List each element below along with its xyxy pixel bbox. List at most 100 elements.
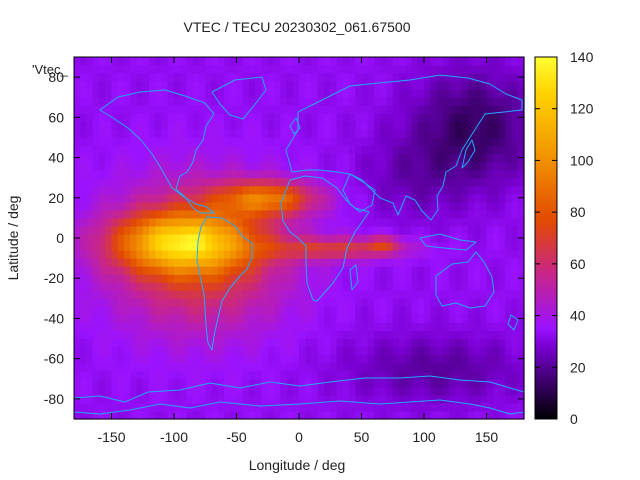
- heatmap-cell: [305, 298, 313, 307]
- heatmap-cell: [380, 410, 388, 420]
- heatmap-cell: [230, 274, 238, 283]
- heatmap-cell: [186, 250, 194, 259]
- heatmap-cell: [499, 322, 506, 332]
- heatmap-cell: [186, 161, 194, 171]
- heatmap-cell: [305, 266, 313, 275]
- heatmap-cell: [117, 225, 125, 235]
- heatmap-cell: [424, 129, 431, 139]
- heatmap-cell: [99, 193, 106, 203]
- heatmap-cell: [267, 362, 275, 372]
- heatmap-cell: [511, 129, 519, 139]
- heatmap-cell: [130, 386, 138, 396]
- heatmap-cell: [142, 290, 150, 299]
- heatmap-cell: [267, 73, 275, 82]
- heatmap-cell: [355, 137, 363, 147]
- heatmap-cell: [480, 370, 488, 380]
- heatmap-cell: [117, 330, 125, 340]
- heatmap-cell: [311, 258, 319, 267]
- heatmap-cell: [80, 169, 88, 179]
- heatmap-cell: [386, 258, 394, 267]
- heatmap-cell: [342, 81, 350, 90]
- heatmap-cell: [167, 129, 175, 139]
- heatmap-cell: [330, 209, 338, 219]
- heatmap-cell: [480, 113, 488, 122]
- heatmap-cell: [86, 185, 94, 195]
- heatmap-cell: [149, 346, 156, 356]
- heatmap-cell: [436, 250, 444, 259]
- heatmap-cell: [305, 225, 313, 235]
- heatmap-cell: [405, 386, 413, 396]
- heatmap-cell: [342, 201, 350, 211]
- heatmap-cell: [511, 378, 519, 388]
- heatmap-cell: [192, 65, 200, 74]
- heatmap-cell: [355, 225, 363, 235]
- heatmap-cell: [336, 242, 344, 251]
- heatmap-cell: [324, 258, 331, 267]
- heatmap-cell: [124, 314, 131, 324]
- heatmap-cell: [374, 306, 381, 316]
- heatmap-cell: [361, 193, 369, 203]
- heatmap-cell: [311, 161, 319, 171]
- heatmap-cell: [480, 177, 488, 187]
- heatmap-cell: [186, 121, 194, 130]
- heatmap-cell: [211, 362, 219, 372]
- heatmap-cell: [274, 121, 281, 130]
- heatmap-cell: [505, 250, 513, 259]
- heatmap-cell: [274, 129, 281, 139]
- heatmap-cell: [499, 153, 506, 163]
- heatmap-cell: [286, 378, 294, 388]
- heatmap-cell: [174, 282, 181, 291]
- heatmap-cell: [111, 378, 119, 388]
- heatmap-cell: [430, 201, 438, 211]
- heatmap-cell: [461, 129, 469, 139]
- heatmap-cell: [442, 57, 450, 66]
- heatmap-cell: [486, 129, 494, 139]
- heatmap-cell: [211, 169, 219, 179]
- heatmap-cell: [267, 274, 275, 283]
- heatmap-cell: [74, 169, 81, 179]
- heatmap-cell: [199, 57, 206, 66]
- heatmap-cell: [242, 209, 250, 219]
- heatmap-cell: [355, 177, 363, 187]
- heatmap-cell: [261, 290, 269, 299]
- heatmap-cell: [499, 161, 506, 171]
- heatmap-cell: [486, 250, 494, 259]
- heatmap-cell: [99, 161, 106, 171]
- heatmap-cell: [436, 121, 444, 130]
- heatmap-cell: [417, 282, 425, 291]
- heatmap-cell: [311, 217, 319, 227]
- heatmap-cell: [105, 370, 113, 380]
- heatmap-cell: [92, 121, 100, 130]
- heatmap-cell: [305, 209, 313, 219]
- heatmap-cell: [442, 129, 450, 139]
- heatmap-cell: [492, 153, 500, 163]
- heatmap-cell: [317, 258, 325, 267]
- heatmap-cell: [511, 225, 519, 235]
- heatmap-cell: [480, 354, 488, 364]
- heatmap-cell: [230, 394, 238, 404]
- heatmap-cell: [142, 137, 150, 147]
- heatmap-cell: [336, 97, 344, 106]
- heatmap-cell: [449, 57, 456, 66]
- heatmap-cell: [174, 57, 181, 66]
- heatmap-cell: [511, 354, 519, 364]
- heatmap-cell: [336, 362, 344, 372]
- heatmap-cell: [299, 73, 306, 82]
- heatmap-cell: [155, 145, 163, 155]
- heatmap-cell: [286, 137, 294, 147]
- heatmap-cell: [405, 354, 413, 364]
- heatmap-cell: [80, 330, 88, 340]
- heatmap-cell: [286, 201, 294, 211]
- heatmap-cell: [205, 81, 213, 90]
- heatmap-cell: [311, 330, 319, 340]
- heatmap-cell: [374, 410, 381, 420]
- heatmap-cell: [92, 201, 100, 211]
- heatmap-cell: [292, 346, 300, 356]
- heatmap-cell: [249, 258, 256, 267]
- heatmap-cell: [236, 169, 244, 179]
- heatmap-cell: [342, 185, 350, 195]
- heatmap-cell: [149, 250, 156, 259]
- heatmap-cell: [205, 314, 213, 324]
- heatmap-cell: [442, 354, 450, 364]
- heatmap-cell: [261, 145, 269, 155]
